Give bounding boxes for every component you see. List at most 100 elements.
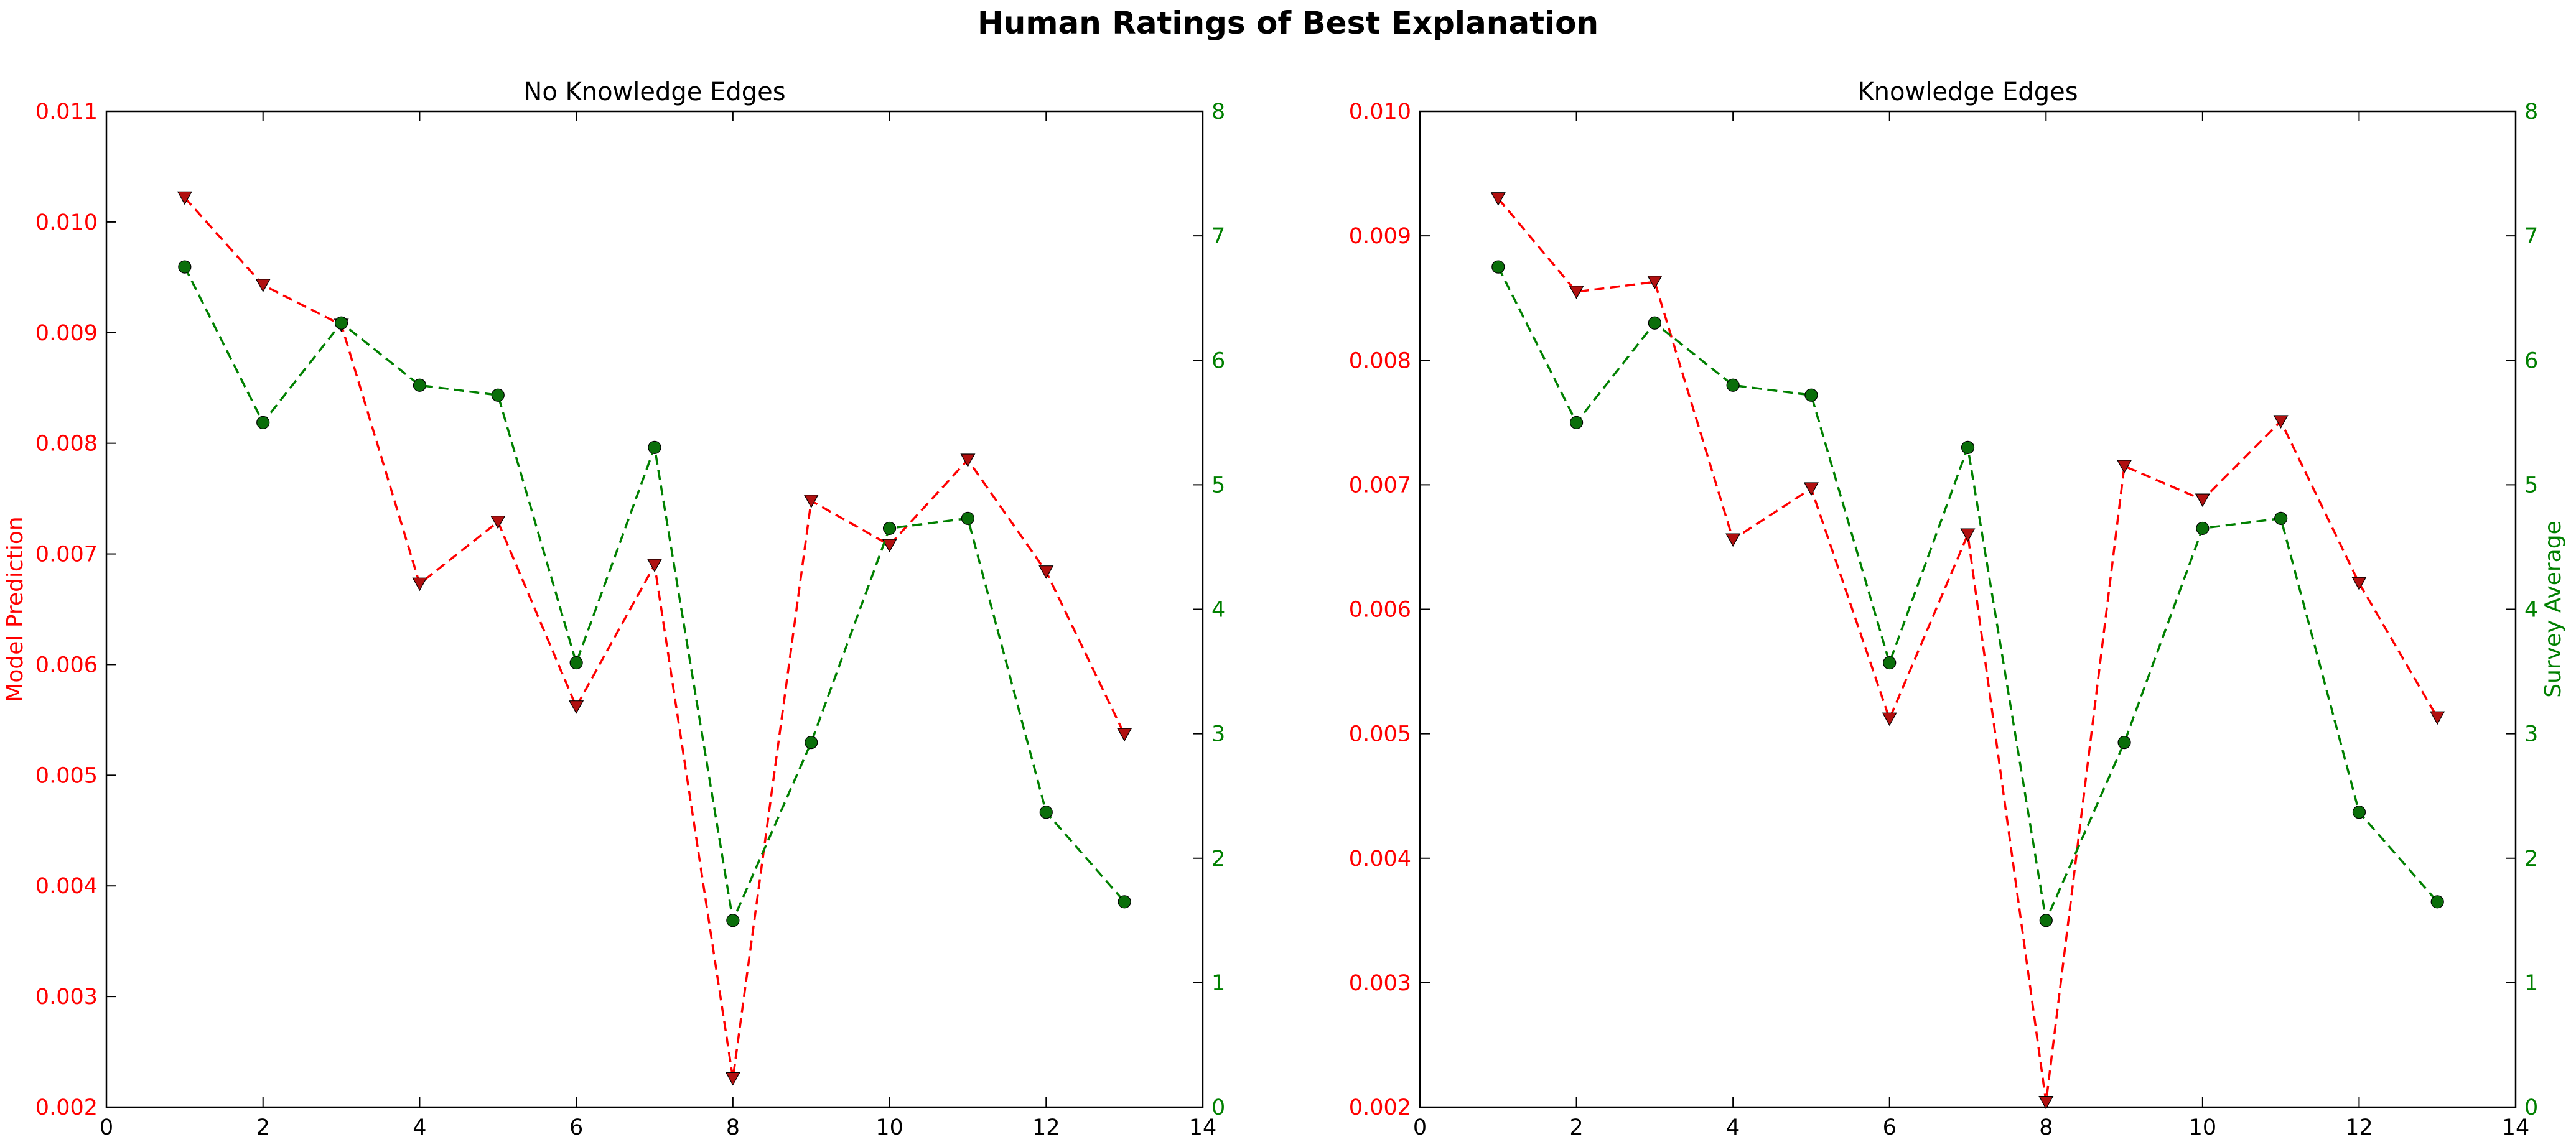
subplot-title: Knowledge Edges xyxy=(1857,78,2078,106)
x-tick-label: 4 xyxy=(1726,1115,1740,1140)
subplot-title: No Knowledge Edges xyxy=(523,78,785,106)
data-point-triangle xyxy=(1803,482,1819,496)
y-left-tick-label: 0.010 xyxy=(1349,100,1411,124)
x-tick-label: 4 xyxy=(413,1115,426,1140)
y-left-tick-label: 0.003 xyxy=(35,985,98,1010)
data-point-circle xyxy=(2117,736,2131,750)
data-point-circle xyxy=(1039,806,1053,819)
y-right-tick-label: 0 xyxy=(1211,1095,1225,1120)
data-point-triangle xyxy=(1725,533,1741,547)
x-tick-label: 12 xyxy=(1032,1115,1060,1140)
data-point-circle xyxy=(1804,388,1818,402)
x-tick-label: 8 xyxy=(726,1115,740,1140)
y-left-tick-label: 0.002 xyxy=(35,1095,98,1120)
x-tick-label: 14 xyxy=(1189,1115,1217,1140)
y-right-axis-label: Survey Average xyxy=(2541,521,2566,698)
data-point-triangle xyxy=(803,495,819,508)
y-left-tick-label: 0.010 xyxy=(35,210,98,235)
y-left-tick-label: 0.007 xyxy=(35,542,98,567)
data-point-circle xyxy=(413,378,427,392)
y-left-tick-label: 0.003 xyxy=(1349,971,1411,996)
x-tick-label: 10 xyxy=(2189,1115,2217,1140)
series-line xyxy=(184,266,1126,924)
data-point-circle xyxy=(1569,416,1584,429)
data-point-circle xyxy=(1491,260,1505,274)
x-tick-label: 12 xyxy=(2345,1115,2373,1140)
x-tick-label: 2 xyxy=(1569,1115,1583,1140)
data-point-triangle xyxy=(2038,1096,2054,1110)
data-point-triangle xyxy=(412,577,427,592)
series-survey-average xyxy=(178,260,1131,927)
data-point-triangle xyxy=(2117,460,2132,474)
data-point-circle xyxy=(2352,806,2366,819)
y-right-tick-label: 1 xyxy=(2524,971,2538,996)
data-point-triangle xyxy=(177,191,192,205)
data-point-triangle xyxy=(1647,276,1663,289)
y-right-tick-label: 0 xyxy=(2524,1095,2538,1120)
series-model-prediction xyxy=(177,191,1132,1086)
x-tick-label: 0 xyxy=(1413,1115,1427,1140)
data-point-circle xyxy=(569,656,583,670)
y-right-tick-label: 6 xyxy=(2524,348,2538,373)
data-point-circle xyxy=(1118,895,1131,909)
x-tick-label: 10 xyxy=(875,1115,903,1140)
y-left-tick-label: 0.006 xyxy=(1349,598,1411,623)
x-tick-label: 6 xyxy=(1883,1115,1897,1140)
y-left-tick-label: 0.008 xyxy=(35,432,98,457)
y-left-tick-label: 0.002 xyxy=(1349,1095,1411,1120)
data-point-triangle xyxy=(1117,728,1132,742)
y-right-tick-label: 4 xyxy=(2524,598,2538,623)
y-right-tick-label: 6 xyxy=(1211,348,1225,373)
series-line xyxy=(184,197,1126,1079)
y-right-tick-label: 7 xyxy=(1211,224,1225,249)
data-point-circle xyxy=(2430,895,2444,909)
data-point-triangle xyxy=(2273,415,2289,429)
data-point-circle xyxy=(648,440,661,454)
data-point-triangle xyxy=(490,516,506,529)
x-tick-label: 6 xyxy=(569,1115,583,1140)
data-point-triangle xyxy=(255,279,271,292)
y-right-tick-label: 8 xyxy=(1211,100,1225,124)
data-point-circle xyxy=(805,736,818,750)
x-tick-label: 2 xyxy=(256,1115,270,1140)
y-right-tick-label: 3 xyxy=(1211,722,1225,747)
data-point-triangle xyxy=(1882,712,1897,727)
y-right-tick-label: 5 xyxy=(2524,473,2538,498)
data-point-circle xyxy=(2039,914,2053,927)
y-left-tick-label: 0.005 xyxy=(1349,722,1411,747)
data-point-triangle xyxy=(1490,192,1506,206)
data-point-circle xyxy=(178,260,192,274)
y-left-tick-label: 0.008 xyxy=(1349,348,1411,373)
plot-frame xyxy=(1419,110,2517,1108)
y-right-tick-label: 4 xyxy=(1211,598,1225,623)
x-tick-label: 8 xyxy=(2039,1115,2053,1140)
y-left-tick-label: 0.007 xyxy=(1349,473,1411,498)
x-tick-label: 0 xyxy=(100,1115,113,1140)
y-left-tick-label: 0.004 xyxy=(35,874,98,899)
data-point-circle xyxy=(726,914,740,927)
y-left-tick-label: 0.009 xyxy=(35,321,98,346)
y-right-tick-label: 3 xyxy=(2524,722,2538,747)
data-point-triangle xyxy=(2351,577,2367,591)
y-right-tick-label: 5 xyxy=(1211,473,1225,498)
y-right-tick-label: 8 xyxy=(2524,100,2538,124)
series-line xyxy=(1497,197,2438,1103)
data-point-triangle xyxy=(1960,528,1976,542)
data-point-triangle xyxy=(882,539,897,553)
data-point-triangle xyxy=(1038,565,1054,579)
data-point-circle xyxy=(1961,440,1975,454)
plot-frame xyxy=(105,110,1204,1108)
data-point-triangle xyxy=(2195,493,2210,508)
y-left-tick-label: 0.011 xyxy=(35,100,98,124)
y-right-tick-label: 1 xyxy=(1211,971,1225,996)
data-point-circle xyxy=(1883,656,1897,670)
y-left-tick-label: 0.009 xyxy=(1349,224,1411,249)
y-left-tick-label: 0.004 xyxy=(1349,847,1411,871)
y-left-axis-label: Model Prediction xyxy=(2,516,28,702)
figure-title: Human Ratings of Best Explanation xyxy=(978,5,1598,41)
series-line xyxy=(1497,266,2438,924)
